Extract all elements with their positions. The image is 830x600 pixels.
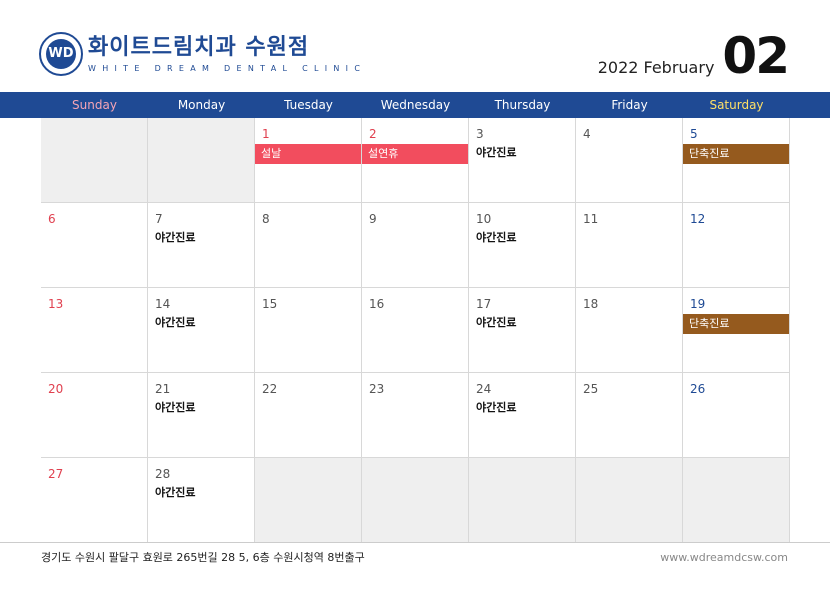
day-cell[interactable]: 27 bbox=[41, 458, 148, 543]
weekday-saturday: Saturday bbox=[709, 98, 764, 112]
day-number: 10 bbox=[476, 212, 492, 226]
footer-address: 경기도 수원시 팔달구 효원로 265번길 28 5, 6층 수원시청역 8번출… bbox=[41, 551, 365, 564]
day-cell[interactable]: 11 bbox=[576, 203, 683, 288]
day-number: 9 bbox=[369, 212, 377, 226]
day-cell[interactable]: 25 bbox=[576, 373, 683, 458]
day-number: 15 bbox=[262, 297, 278, 311]
day-cell[interactable]: 21 야간진료 bbox=[148, 373, 255, 458]
day-cell[interactable]: 6 bbox=[41, 203, 148, 288]
event-label: 야간진료 bbox=[476, 146, 517, 159]
empty-cell bbox=[255, 458, 362, 543]
day-cell[interactable]: 9 bbox=[362, 203, 469, 288]
empty-cell bbox=[41, 118, 148, 203]
day-cell[interactable]: 3 야간진료 bbox=[469, 118, 576, 203]
day-cell[interactable]: 13 bbox=[41, 288, 148, 373]
event-bar[interactable]: 단축진료 bbox=[683, 144, 789, 164]
weekday-monday: Monday bbox=[177, 98, 226, 112]
day-number: 13 bbox=[48, 297, 64, 311]
day-number: 28 bbox=[155, 467, 171, 481]
day-number: 14 bbox=[155, 297, 171, 311]
empty-cell bbox=[469, 458, 576, 543]
day-number: 8 bbox=[262, 212, 270, 226]
event-label: 야간진료 bbox=[155, 486, 196, 499]
month-number: 02 bbox=[722, 27, 790, 85]
day-number: 4 bbox=[583, 127, 591, 141]
day-number: 7 bbox=[155, 212, 163, 226]
day-number: 11 bbox=[583, 212, 599, 226]
empty-cell bbox=[683, 458, 790, 543]
weekday-sunday: Sunday bbox=[72, 98, 117, 112]
day-number: 26 bbox=[690, 382, 706, 396]
event-bar[interactable]: 단축진료 bbox=[683, 314, 789, 334]
day-cell[interactable]: 8 bbox=[255, 203, 362, 288]
day-cell[interactable]: 16 bbox=[362, 288, 469, 373]
event-bar[interactable]: 설연휴 bbox=[362, 144, 468, 164]
day-cell[interactable]: 2 설연휴 bbox=[362, 118, 469, 203]
day-number: 25 bbox=[583, 382, 599, 396]
weekday-thursday: Thursday bbox=[494, 98, 551, 112]
day-number: 20 bbox=[48, 382, 64, 396]
day-cell[interactable]: 22 bbox=[255, 373, 362, 458]
day-number: 22 bbox=[262, 382, 278, 396]
empty-cell bbox=[148, 118, 255, 203]
day-number: 3 bbox=[476, 127, 484, 141]
calendar-grid: 1 설날 2 설연휴 3 야간진료 4 5 단축진료 6 7 야간진료 8 9 10 야간진료 11 12 13 14… bbox=[41, 118, 790, 543]
day-cell[interactable]: 19 단축진료 bbox=[683, 288, 790, 373]
day-number: 6 bbox=[48, 212, 56, 226]
event-label: 야간진료 bbox=[476, 401, 517, 414]
day-cell[interactable]: 20 bbox=[41, 373, 148, 458]
logo-text: WD bbox=[46, 39, 76, 69]
day-cell[interactable]: 10 야간진료 bbox=[469, 203, 576, 288]
day-cell[interactable]: 15 bbox=[255, 288, 362, 373]
weekday-wednesday: Wednesday bbox=[380, 98, 451, 112]
day-cell[interactable]: 1 설날 bbox=[255, 118, 362, 203]
empty-cell bbox=[362, 458, 469, 543]
day-number: 21 bbox=[155, 382, 171, 396]
day-number: 24 bbox=[476, 382, 492, 396]
weekday-tuesday: Tuesday bbox=[284, 98, 333, 112]
event-label: 야간진료 bbox=[476, 231, 517, 244]
day-number: 16 bbox=[369, 297, 385, 311]
day-number: 18 bbox=[583, 297, 599, 311]
weekday-friday: Friday bbox=[611, 98, 648, 112]
brand-name: 화이트드림치과 수원점 bbox=[88, 35, 310, 60]
day-number: 5 bbox=[690, 127, 698, 141]
day-number: 2 bbox=[369, 127, 377, 141]
year-month-label: 2022 February bbox=[597, 58, 715, 77]
day-cell[interactable]: 23 bbox=[362, 373, 469, 458]
day-cell[interactable]: 12 bbox=[683, 203, 790, 288]
brand-subtitle: WHITE DREAM DENTAL CLINIC bbox=[88, 64, 367, 73]
day-cell[interactable]: 7 야간진료 bbox=[148, 203, 255, 288]
day-cell[interactable]: 28 야간진료 bbox=[148, 458, 255, 543]
day-cell[interactable]: 26 bbox=[683, 373, 790, 458]
clinic-logo: WD bbox=[39, 32, 83, 76]
day-cell[interactable]: 18 bbox=[576, 288, 683, 373]
event-label: 야간진료 bbox=[155, 231, 196, 244]
month-heading: 2022 February 02 bbox=[597, 27, 790, 85]
day-cell[interactable]: 5 단축진료 bbox=[683, 118, 790, 203]
day-number: 27 bbox=[48, 467, 64, 481]
day-number: 19 bbox=[690, 297, 706, 311]
empty-cell bbox=[576, 458, 683, 543]
day-cell[interactable]: 17 야간진료 bbox=[469, 288, 576, 373]
event-label: 야간진료 bbox=[155, 316, 196, 329]
event-label: 야간진료 bbox=[155, 401, 196, 414]
footer-divider bbox=[0, 542, 830, 543]
day-number: 23 bbox=[369, 382, 385, 396]
footer-url[interactable]: www.wdreamdcsw.com bbox=[660, 551, 788, 564]
day-number: 1 bbox=[262, 127, 270, 141]
weekday-header: Sunday Monday Tuesday Wednesday Thursday Frid… bbox=[0, 92, 830, 118]
event-label: 야간진료 bbox=[476, 316, 517, 329]
event-bar[interactable]: 설날 bbox=[255, 144, 361, 164]
day-number: 17 bbox=[476, 297, 492, 311]
day-cell[interactable]: 24 야간진료 bbox=[469, 373, 576, 458]
day-cell[interactable]: 4 bbox=[576, 118, 683, 203]
day-number: 12 bbox=[690, 212, 706, 226]
day-cell[interactable]: 14 야간진료 bbox=[148, 288, 255, 373]
